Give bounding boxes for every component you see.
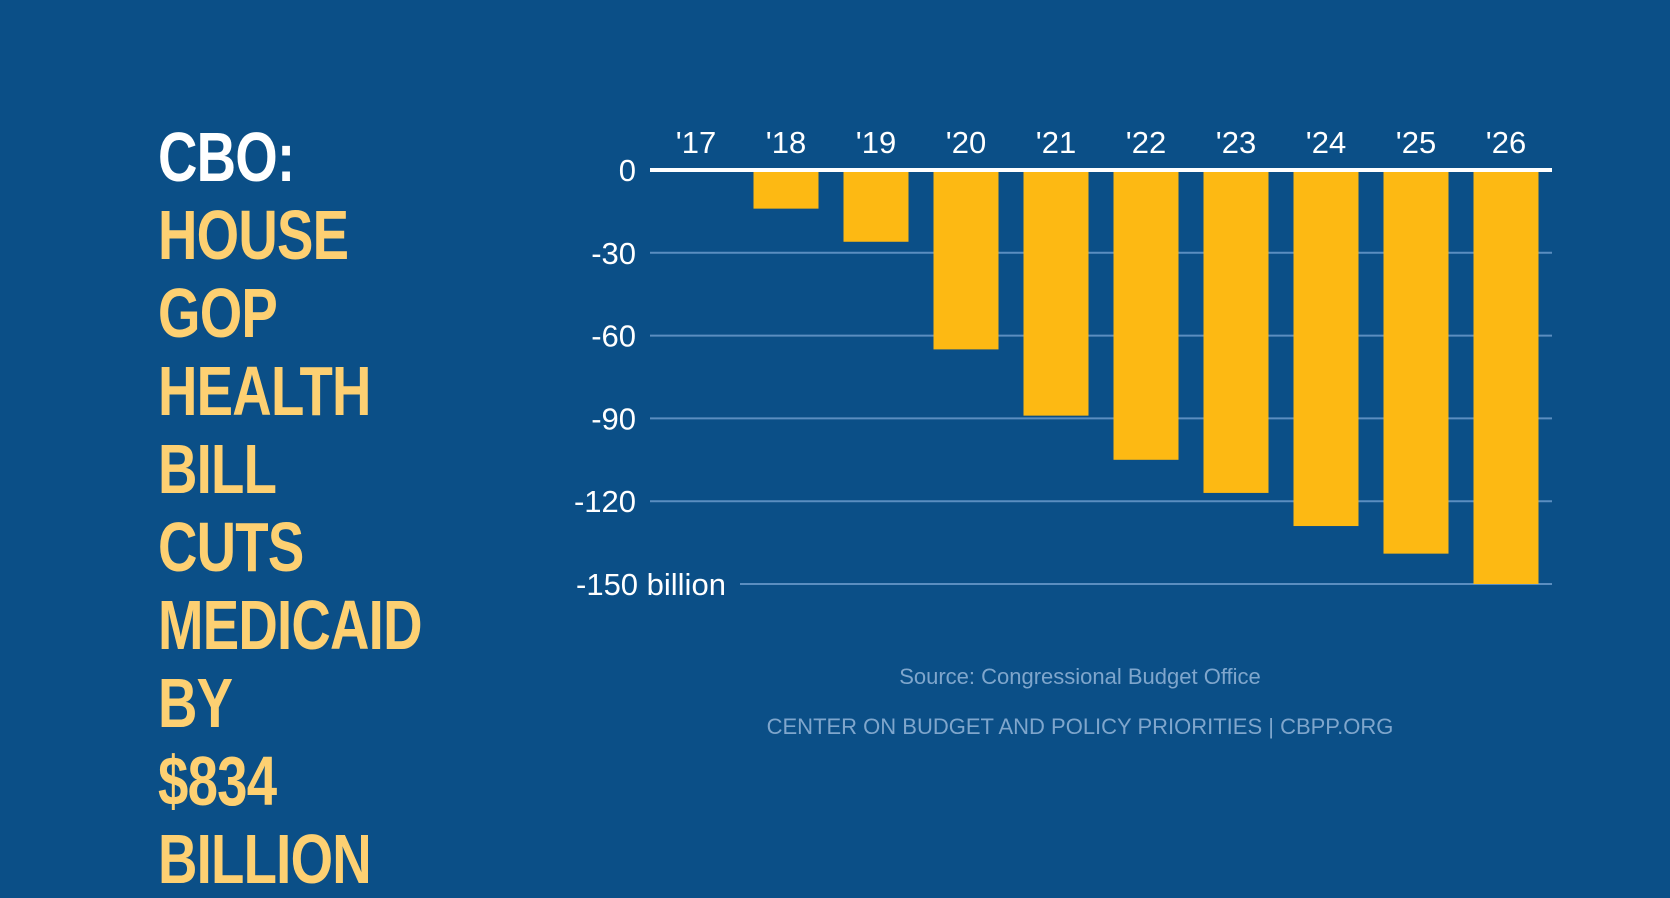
bar	[933, 170, 999, 350]
y-tick-label: -60	[591, 319, 636, 354]
y-tick-label: 0	[619, 153, 636, 188]
x-tick-label: '26	[1486, 125, 1526, 160]
bar	[1113, 170, 1179, 460]
y-tick-label: -30	[591, 236, 636, 271]
x-tick-label: '21	[1036, 125, 1076, 160]
bar	[753, 170, 819, 209]
x-tick-label: '19	[856, 125, 896, 160]
x-tick-label: '24	[1306, 125, 1346, 160]
bar	[1023, 170, 1089, 416]
headline-lead: CBO:	[158, 118, 295, 196]
x-tick-label: '20	[946, 125, 986, 160]
y-tick-label: -120	[574, 484, 636, 519]
organization-credit: CENTER ON BUDGET AND POLICY PRIORITIES |…	[766, 714, 1394, 739]
headline-line-2: HEALTH BILL	[158, 352, 371, 508]
y-tick-label: -150 billion	[576, 567, 726, 602]
headline-line-3: CUTS	[158, 508, 304, 586]
bar	[1293, 170, 1359, 527]
x-tick-label: '25	[1396, 125, 1436, 160]
source-note: Source: Congressional Budget Office	[899, 664, 1261, 689]
headline-line-1: HOUSE GOP	[158, 196, 349, 352]
headline-line-4: MEDICAID BY	[158, 586, 423, 742]
x-tick-label: '23	[1216, 125, 1256, 160]
x-tick-label: '18	[766, 125, 806, 160]
bar	[1203, 170, 1269, 493]
bar	[1383, 170, 1449, 554]
bar	[843, 170, 909, 242]
y-tick-label: -90	[591, 401, 636, 436]
bar-chart: 0 -30 -60 -90 -120 -150 billion '17 '18 '19 '20 '2…	[574, 125, 1552, 602]
bar	[1473, 170, 1539, 584]
x-tick-label: '17	[676, 125, 716, 160]
x-tick-label: '22	[1126, 125, 1166, 160]
